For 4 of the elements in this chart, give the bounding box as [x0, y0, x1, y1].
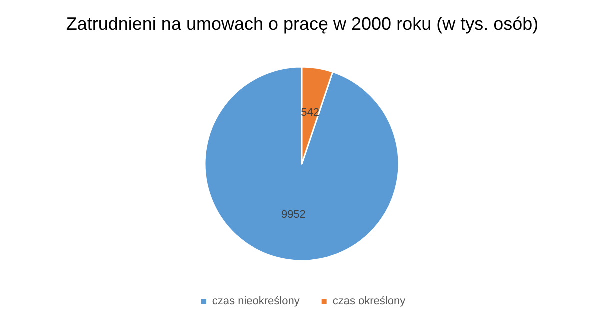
- chart-title: Zatrudnieni na umowach o pracę w 2000 roku (w tys. osób): [66, 14, 539, 34]
- legend-label: czas określony: [332, 296, 406, 308]
- data-label: 9952: [281, 208, 306, 221]
- legend-label: czas nieokreślony: [212, 296, 300, 308]
